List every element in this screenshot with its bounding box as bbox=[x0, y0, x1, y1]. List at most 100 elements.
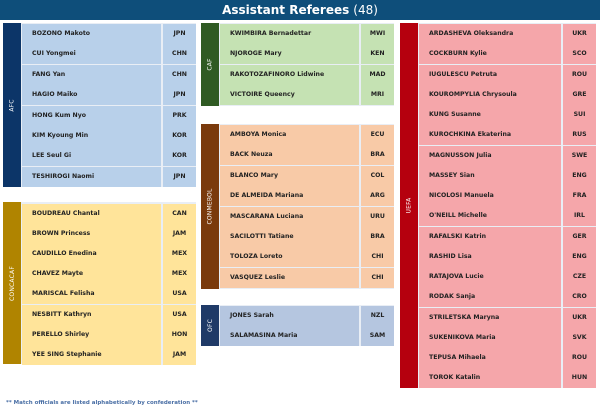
official-name: DE ALMEIDA Mariana bbox=[230, 192, 304, 200]
official-country: COL bbox=[359, 165, 394, 186]
official-country: BRA bbox=[359, 227, 394, 247]
official-country: JAM bbox=[161, 344, 196, 365]
official-name: BOUDREAU Chantal bbox=[32, 210, 100, 217]
official-country: CHN bbox=[161, 64, 196, 85]
official-name: CUI Yongmei bbox=[32, 50, 76, 58]
official-row: LEE Seul Gi KOR bbox=[22, 146, 196, 167]
official-row: RODAK Sanja CRO bbox=[419, 287, 596, 308]
official-country: ENG bbox=[561, 246, 596, 267]
official-country: KEN bbox=[359, 44, 394, 65]
official-name: NICOLOSI Manuela bbox=[429, 192, 494, 199]
referee-count: (48) bbox=[353, 3, 378, 17]
official-row: NICOLOSI Manuela FRA bbox=[419, 186, 596, 206]
official-country: JPN bbox=[161, 166, 196, 187]
official-row: CAUDILLO Enedina MEX bbox=[22, 244, 196, 265]
official-row: HAGIO Maiko JPN bbox=[22, 85, 196, 106]
official-row: TOROK Katalin HUN bbox=[419, 368, 596, 389]
official-name: TEPUSA Mihaela bbox=[429, 354, 486, 361]
official-row: VASQUEZ Leslie CHI bbox=[220, 267, 394, 288]
conf-label-ofc: OFC bbox=[206, 319, 214, 332]
official-row: MASCARANA Luciana URU bbox=[220, 206, 394, 227]
official-row: MAGNUSSON Julia SWE bbox=[419, 145, 596, 166]
official-country: CRO bbox=[561, 287, 596, 308]
official-row: KUNG Susanne SUI bbox=[419, 105, 596, 125]
official-row: RAKOTOZAFINORO Lidwine MAD bbox=[220, 64, 394, 85]
official-name: O'NEILL Michelle bbox=[429, 212, 487, 220]
official-name: MASSEY Sian bbox=[429, 171, 475, 179]
official-name: FANG Yan bbox=[32, 70, 66, 78]
official-country: PRK bbox=[161, 105, 196, 126]
official-name: TOROK Katalin bbox=[429, 374, 481, 382]
official-country: CHI bbox=[359, 267, 394, 288]
official-country: USA bbox=[161, 284, 196, 305]
official-name: VASQUEZ Leslie bbox=[230, 273, 286, 281]
official-country: GER bbox=[561, 226, 596, 247]
official-country: UKR bbox=[561, 24, 596, 44]
conf-band-ofc: OFC bbox=[201, 305, 219, 346]
official-row: SALAMASINA Maria SAM bbox=[220, 326, 394, 346]
official-row: CHAVEZ Mayte MEX bbox=[22, 264, 196, 285]
official-name: STRILETSKA Maryna bbox=[429, 313, 500, 321]
official-country: RUS bbox=[561, 125, 596, 146]
official-name: BOZONO Makoto bbox=[32, 30, 91, 37]
official-name: KUROCHKINA Ekaterina bbox=[429, 131, 512, 139]
official-country: SUI bbox=[561, 105, 596, 125]
official-row: KIM Kyoung Min KOR bbox=[22, 126, 196, 146]
official-name: AMBOYA Monica bbox=[230, 131, 287, 138]
official-country: SWE bbox=[561, 145, 596, 166]
official-name: CHAVEZ Mayte bbox=[32, 270, 84, 278]
official-country: ROU bbox=[561, 64, 596, 85]
official-country: UKR bbox=[561, 307, 596, 328]
official-name: SALAMASINA Maria bbox=[230, 332, 298, 339]
conf-band-caf: CAF bbox=[201, 23, 219, 106]
official-name: TOLOZA Loreto bbox=[230, 253, 283, 261]
official-name: KUNG Susanne bbox=[429, 111, 481, 118]
official-country: IRL bbox=[561, 206, 596, 227]
official-row: BROWN Princess JAM bbox=[22, 224, 196, 245]
official-row: BOUDREAU Chantal CAN bbox=[22, 204, 196, 224]
official-name: KOUROMPYLIA Chrysoula bbox=[429, 90, 517, 98]
conf-band-concacaf: CONCACAF bbox=[3, 202, 21, 364]
page-title: Assistant Referees bbox=[222, 3, 350, 17]
official-name: RODAK Sanja bbox=[429, 293, 476, 301]
conf-label-conmebol: CONMEBOL bbox=[206, 188, 214, 225]
official-row: KUROCHKINA Ekaterina RUS bbox=[419, 125, 596, 146]
official-country: CHI bbox=[359, 247, 394, 268]
official-country: USA bbox=[161, 304, 196, 325]
official-country: KOR bbox=[161, 126, 196, 146]
official-row: DE ALMEIDA Mariana ARG bbox=[220, 186, 394, 207]
conf-label-caf: CAF bbox=[206, 58, 214, 71]
official-country: NZL bbox=[359, 306, 394, 326]
official-country: MRI bbox=[359, 85, 394, 106]
official-country: SAM bbox=[359, 326, 394, 346]
official-row: VICTOIRE Queency MRI bbox=[220, 85, 394, 106]
conf-band-conmebol: CONMEBOL bbox=[201, 124, 219, 289]
official-name: LEE Seul Gi bbox=[32, 152, 72, 160]
official-name: NESBITT Kathryn bbox=[32, 310, 92, 318]
official-name: RATAJOVA Lucie bbox=[429, 273, 484, 280]
official-row: COCKBURN Kylie SCO bbox=[419, 44, 596, 65]
official-row: AMBOYA Monica ECU bbox=[220, 125, 394, 145]
official-name: RAKOTOZAFINORO Lidwine bbox=[230, 70, 325, 78]
official-row: BACK Neuza BRA bbox=[220, 145, 394, 166]
official-row: IUGULESCU Petruta ROU bbox=[419, 64, 596, 85]
official-country: KOR bbox=[161, 146, 196, 167]
page-header: Assistant Referees (48) bbox=[0, 0, 600, 20]
official-name: YEE SING Stephanie bbox=[32, 350, 102, 358]
official-name: MASCARANA Luciana bbox=[230, 212, 304, 220]
official-name: SUKENIKOVA Maria bbox=[429, 333, 496, 341]
official-country: HON bbox=[161, 324, 196, 345]
official-name: COCKBURN Kylie bbox=[429, 50, 487, 58]
official-name: PERELLO Shirley bbox=[32, 330, 90, 338]
official-country: HUN bbox=[561, 368, 596, 389]
official-name: BACK Neuza bbox=[230, 151, 273, 159]
official-name: BROWN Princess bbox=[32, 230, 91, 238]
official-country: JPN bbox=[161, 24, 196, 44]
official-name: VICTOIRE Queency bbox=[230, 91, 295, 99]
official-row: BOZONO Makoto JPN bbox=[22, 24, 196, 44]
conf-label-afc: AFC bbox=[8, 98, 16, 112]
conf-band-uefa: UEFA bbox=[400, 23, 418, 388]
official-country: MAD bbox=[359, 64, 394, 85]
official-name: SACILOTTI Tatiane bbox=[230, 233, 294, 240]
official-row: MARISCAL Felisha USA bbox=[22, 284, 196, 305]
